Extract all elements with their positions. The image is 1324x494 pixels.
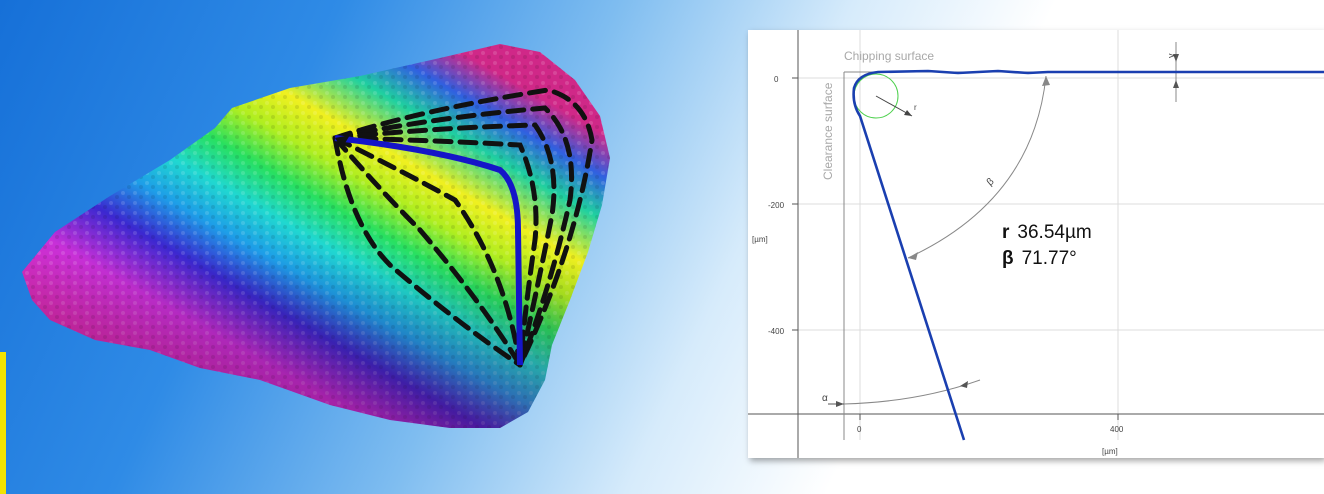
x-tick-0: 0 bbox=[857, 425, 862, 434]
beta-readout: β 71.77° bbox=[1002, 248, 1077, 270]
y-axis-unit: [µm] bbox=[752, 235, 768, 244]
section-lines bbox=[332, 87, 595, 368]
x-tick-400: 400 bbox=[1110, 425, 1124, 434]
beta-symbol: β bbox=[1002, 248, 1014, 269]
cutting-edge-line bbox=[334, 135, 523, 366]
radius-readout: r 36.54µm bbox=[1002, 222, 1092, 244]
radius-marker-label: r bbox=[914, 103, 917, 112]
accent-strip bbox=[0, 352, 6, 494]
cutting-edge-3d-render bbox=[22, 44, 610, 428]
clearance-surface-label: Clearance surface bbox=[821, 82, 835, 180]
y-tick-200: -200 bbox=[768, 201, 785, 210]
alpha-angle-label: α bbox=[822, 393, 828, 404]
chipping-surface-label: Chipping surface bbox=[844, 49, 934, 63]
beta-angle-label: β bbox=[985, 176, 997, 188]
radius-value: 36.54µm bbox=[1017, 222, 1092, 243]
x-axis-unit: [µm] bbox=[1102, 447, 1118, 456]
gamma-angle-label: γ bbox=[1166, 53, 1176, 58]
y-tick-400: -400 bbox=[768, 327, 785, 336]
profile-chart: 0 -200 -400 [µm] 0 400 [µm] Chipping sur… bbox=[748, 30, 1324, 458]
measured-profile-line bbox=[852, 69, 1324, 441]
y-tick-0: 0 bbox=[774, 75, 779, 84]
radius-symbol: r bbox=[1002, 222, 1010, 243]
profile-measurement-panel: 0 -200 -400 [µm] 0 400 [µm] Chipping sur… bbox=[748, 30, 1324, 458]
beta-value: 71.77° bbox=[1021, 248, 1077, 269]
